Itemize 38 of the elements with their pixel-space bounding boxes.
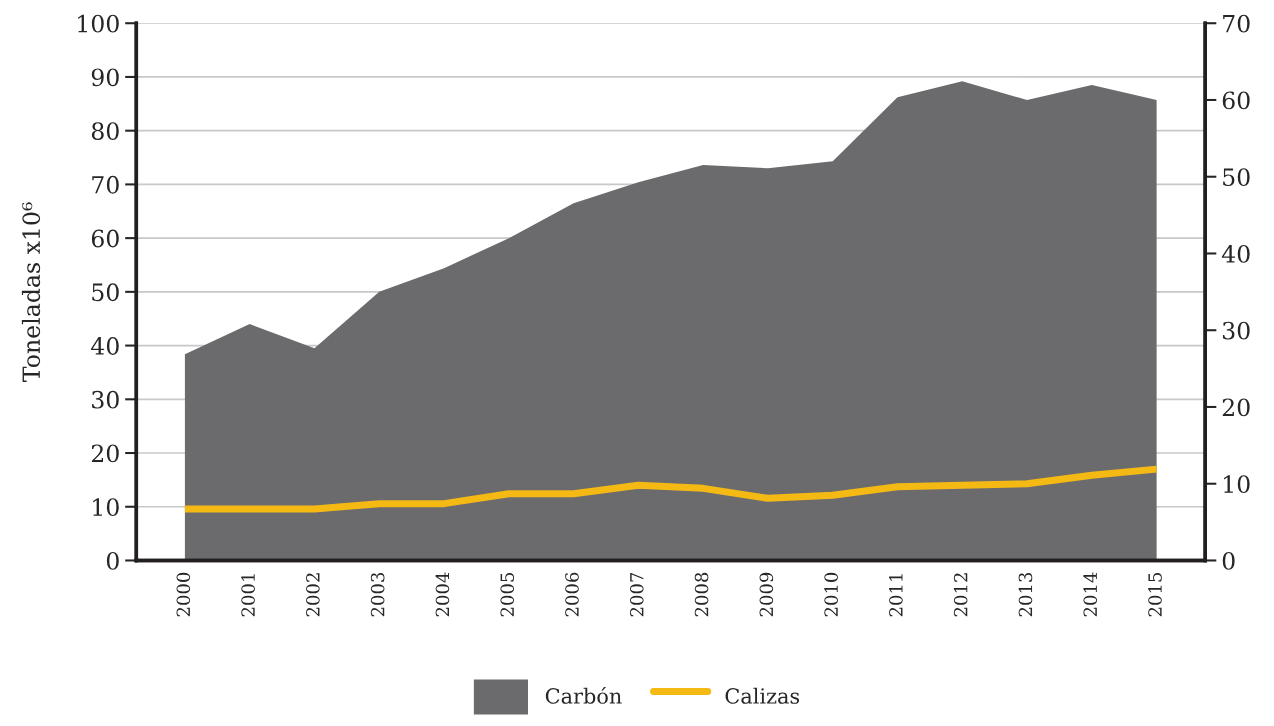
x-tick-label: 2007 bbox=[629, 572, 644, 617]
x-tick-label: 2010 bbox=[824, 572, 838, 617]
y-tick-label: 70 bbox=[92, 175, 119, 194]
y-tick-label: 10 bbox=[93, 498, 119, 517]
x-tick-label: 2005 bbox=[500, 572, 515, 617]
y2-tick-label: 70 bbox=[1223, 14, 1250, 33]
y-tick-label: 80 bbox=[91, 122, 119, 140]
y2-tick-label: 30 bbox=[1222, 321, 1250, 340]
y-tick-label: 30 bbox=[92, 390, 119, 409]
y2-tick-label: 0 bbox=[1222, 551, 1235, 570]
x-tick-label: 2015 bbox=[1148, 572, 1162, 617]
y-tick-label: 20 bbox=[91, 444, 119, 463]
x-tick-label: 2009 bbox=[759, 572, 774, 617]
y2-tick-label: 10 bbox=[1224, 475, 1250, 494]
x-tick-label: 2006 bbox=[565, 572, 579, 617]
x-tick-label: 2004 bbox=[435, 572, 450, 617]
x-tick-label: 2003 bbox=[370, 572, 385, 617]
y-tick-label: 90 bbox=[91, 68, 119, 87]
x-tick-label: 2011 bbox=[889, 574, 903, 617]
x-tick-label: 2012 bbox=[953, 573, 968, 617]
y2-tick-label: 60 bbox=[1222, 91, 1250, 110]
y-tick-label: 60 bbox=[91, 229, 119, 248]
x-tick-label: 2002 bbox=[306, 573, 320, 617]
y2-tick-label: 40 bbox=[1221, 244, 1250, 263]
legend-label: Calizas bbox=[725, 687, 800, 704]
y2-tick-label: 50 bbox=[1223, 168, 1250, 187]
x-tick-label: 2001 bbox=[241, 574, 255, 617]
x-tick-label: 2013 bbox=[1018, 572, 1033, 617]
y2-tick-label: 20 bbox=[1222, 398, 1250, 417]
y-tick-label: 40 bbox=[91, 337, 119, 355]
y-axis-title: Toneladas x10⁶ bbox=[21, 202, 41, 382]
y-tick-label: 100 bbox=[78, 14, 119, 33]
legend-label: Carbón bbox=[545, 686, 622, 704]
x-tick-label: 2000 bbox=[176, 572, 191, 617]
y-tick-label: 0 bbox=[106, 551, 119, 570]
x-tick-label: 2014 bbox=[1083, 572, 1098, 617]
y-tick-label: 50 bbox=[92, 283, 119, 302]
x-tick-label: 2008 bbox=[694, 572, 709, 617]
